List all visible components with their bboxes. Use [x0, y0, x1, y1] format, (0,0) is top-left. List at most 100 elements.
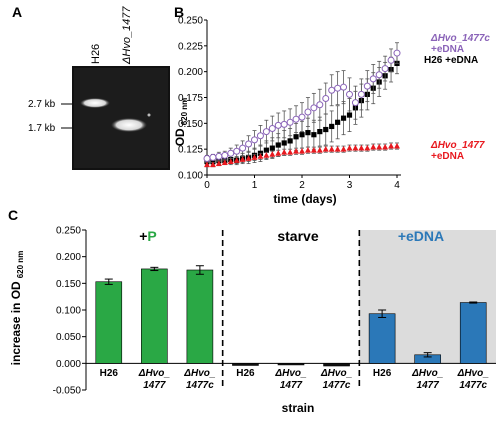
chart-c-x-tick-label: ΔHvo_ 1477 — [138, 368, 171, 391]
chart-b-point-delta — [221, 159, 228, 165]
chart-b-point-delta — [388, 142, 395, 149]
chart-b-x-tick-label: 3 — [347, 180, 353, 191]
chart-b-series-1 — [203, 42, 401, 162]
chart-b-point-comp — [328, 86, 336, 94]
chart-b-x-tick-label: 1 — [252, 180, 258, 191]
chart-c-y-tick-label: 0.000 — [56, 359, 81, 370]
chart-b-point-delta — [352, 144, 359, 151]
chart-b-point-h26 — [299, 132, 305, 138]
chart-c-x-tick-label: H26 — [373, 368, 392, 379]
chart-c-bar — [368, 313, 396, 364]
chart-b-y-tick-label: 0.250 — [178, 16, 203, 27]
chart-b-point-h26 — [317, 129, 323, 135]
chart-b-point-delta — [245, 155, 252, 161]
chart-c-y-tick-label: 0.250 — [56, 226, 81, 237]
chart-b-point-comp — [274, 121, 282, 129]
chart-b-point-delta — [316, 147, 323, 153]
chart-b-point-h26 — [281, 140, 287, 146]
chart-b-point-comp — [292, 115, 300, 123]
chart-b-y-tick-label: 0.225 — [178, 41, 203, 52]
chart-b-point-h26 — [346, 112, 353, 118]
chart-b-point-comp — [262, 128, 270, 136]
chart-b-point-delta — [334, 145, 341, 152]
chart-b-point-h26 — [305, 130, 311, 136]
chart-b-point-delta — [358, 144, 365, 151]
chart-c-x-tick-label: H26 — [236, 368, 255, 379]
chart-b-point-delta — [263, 152, 270, 158]
group-label-plus: + — [139, 228, 147, 244]
chart-b-x-tick-label: 4 — [394, 180, 400, 191]
chart-c-y-tick-label: -0.050 — [53, 386, 82, 397]
chart-b-point-comp — [221, 151, 229, 159]
chart-b-series-2 — [204, 142, 400, 168]
chart-b-point-delta — [275, 150, 282, 156]
chart-b-point-h26 — [293, 134, 299, 140]
chart-c-bar — [277, 363, 305, 366]
chart-c-bar — [323, 363, 350, 367]
chart-c-y-axis-label-sub: 620 nm — [16, 251, 25, 279]
chart-b-point-comp — [369, 75, 377, 83]
chart-b-point-delta — [204, 161, 210, 168]
gel-band-h26 — [80, 98, 110, 108]
chart-b-y-tick-labels: 0.100 0.125 0.150 0.175 0.200 0.225 0.25… — [178, 16, 203, 182]
chart-b-point-delta — [293, 148, 300, 154]
chart-c-y-tick-label: 0.200 — [56, 252, 81, 263]
chart-b-point-h26 — [340, 115, 347, 121]
chart-b-point-comp — [310, 104, 318, 112]
gel-marker-1.7kb: 1.7 kb — [28, 123, 56, 134]
chart-c-y-tick-label: 0.150 — [56, 279, 81, 290]
chart-b-point-comp — [256, 132, 264, 140]
chart-b-x-tick-label: 2 — [299, 180, 305, 191]
chart-c-x-tick-label: ΔHvo_ 1477c — [457, 368, 490, 391]
chart-b-point-h26 — [323, 126, 329, 133]
chart-b-axes — [204, 19, 401, 178]
chart-b-point-comp — [227, 149, 235, 157]
group-label-edna: +eDNA — [398, 228, 444, 244]
gel-panel: H26 ΔHvo_1477 2.7 kb 1.7 kb — [28, 6, 170, 170]
chart-c-bar — [141, 268, 168, 364]
chart-b-y-tick-label: 0.125 — [178, 145, 203, 156]
chart-b-point-h26 — [275, 142, 281, 148]
gel-lane-label-delta: ΔHvo_1477 — [121, 6, 133, 65]
panel-label-c: C — [8, 207, 18, 223]
chart-c-bar — [232, 363, 259, 366]
group-label-p: P — [147, 228, 156, 244]
chart-b-point-comp — [286, 118, 294, 126]
gel-marker-2.7kb: 2.7 kb — [28, 99, 56, 110]
chart-b-point-comp — [239, 144, 247, 152]
legend-delta-line1: ΔHvo_1477 — [430, 140, 485, 151]
chart-b-point-delta — [340, 145, 347, 152]
chart-b-point-delta — [281, 149, 288, 155]
chart-b: 0.100 0.125 0.150 0.175 0.200 0.225 0.25… — [173, 16, 490, 207]
chart-c-x-tick-label: ΔHvo_ 1477c — [320, 368, 353, 391]
chart-b-point-delta — [364, 144, 371, 151]
chart-b-y-axis-label: OD 620 nm — [173, 98, 189, 147]
legend-comp-line2: +eDNA — [431, 44, 464, 55]
gel-lane-label-h26: H26 — [90, 44, 102, 64]
panel-label-b: B — [174, 4, 184, 20]
chart-b-point-comp — [245, 140, 253, 148]
chart-b-point-comp — [363, 82, 371, 90]
chart-b-y-tick-label: 0.200 — [178, 67, 203, 78]
chart-c-x-tick-label: H26 — [100, 368, 119, 379]
chart-c-bar — [95, 281, 123, 364]
chart-b-point-comp — [316, 101, 324, 109]
legend-comp-line1: ΔHvo_1477c — [430, 33, 490, 44]
chart-c-group-dividers — [221, 230, 361, 390]
chart-b-point-delta — [227, 158, 234, 164]
chart-b-point-h26 — [329, 123, 335, 130]
chart-b-point-h26 — [287, 138, 293, 144]
chart-c-y-tick-label: 0.100 — [56, 306, 81, 317]
chart-b-point-delta — [269, 151, 276, 157]
chart-c-y-tick-label: 0.050 — [56, 332, 81, 343]
chart-c-y-axis-label: increase in OD 620 nm — [9, 251, 25, 366]
chart-b-point-delta — [322, 145, 329, 152]
chart-b-point-delta — [257, 153, 264, 159]
chart-b-x-tick-labels: 0 1 2 3 4 — [204, 180, 400, 191]
chart-b-point-comp — [304, 108, 312, 116]
chart-b-point-comp — [393, 49, 401, 57]
chart-b-point-h26 — [263, 147, 269, 153]
group-label-plus-p: +P — [139, 228, 157, 244]
legend-h26: H26 +eDNA — [424, 55, 478, 66]
